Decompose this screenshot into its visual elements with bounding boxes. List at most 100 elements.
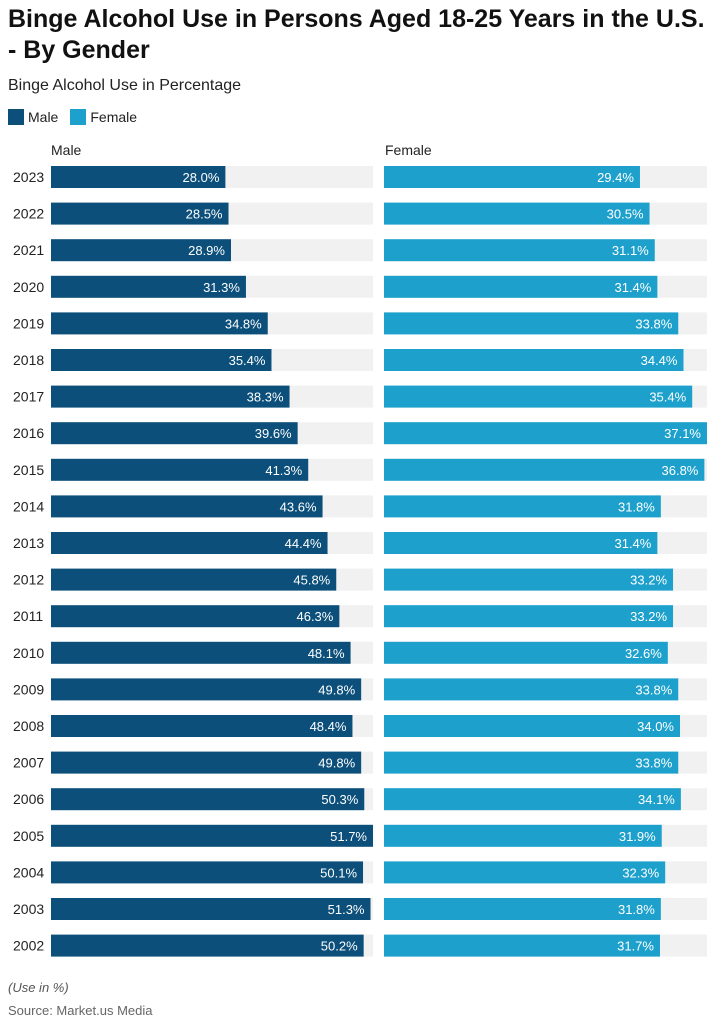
male-value-label: 28.0% [183, 170, 220, 185]
year-label: 2023 [13, 169, 44, 185]
female-bar-track [384, 166, 707, 188]
female-value-label: 37.1% [664, 426, 701, 441]
female-bar [384, 239, 655, 262]
male-bar-track [51, 898, 373, 920]
female-bar [384, 934, 660, 957]
female-bar [384, 385, 693, 408]
male-bar-track [51, 751, 373, 774]
female-bar-track [384, 532, 707, 554]
male-value-label: 35.4% [229, 353, 266, 368]
male-bar [51, 641, 351, 664]
male-bar [51, 458, 309, 481]
female-panel-header: Female [385, 142, 432, 158]
female-value-label: 31.4% [614, 536, 651, 551]
female-value-label: 31.4% [614, 280, 651, 295]
year-label: 2009 [13, 681, 44, 697]
legend-swatch-female [70, 109, 87, 125]
chart-subtitle: Binge Alcohol Use in Percentage [8, 77, 242, 94]
chart-title: Binge Alcohol Use in Persons Aged 18-25 … [8, 5, 705, 64]
male-bar [51, 202, 229, 225]
female-bar [384, 202, 650, 225]
male-bar [51, 166, 226, 188]
male-value-label: 51.3% [328, 902, 365, 917]
year-label: 2018 [13, 352, 44, 368]
male-value-label: 34.8% [225, 316, 262, 331]
male-bar [51, 349, 272, 371]
female-value-label: 32.3% [622, 865, 659, 880]
female-bar [384, 166, 640, 188]
female-bar [384, 495, 661, 518]
male-bar [51, 788, 365, 811]
male-value-label: 49.8% [318, 682, 355, 697]
male-value-label: 28.5% [186, 207, 223, 222]
male-value-label: 51.7% [330, 829, 367, 844]
male-value-label: 31.3% [203, 280, 240, 295]
female-value-label: 34.4% [641, 353, 678, 368]
year-label: 2014 [13, 498, 44, 514]
year-label: 2019 [13, 315, 44, 331]
male-bar-track [51, 349, 373, 371]
male-value-label: 44.4% [285, 536, 322, 551]
year-label: 2004 [13, 864, 44, 880]
female-value-label: 31.1% [612, 243, 649, 258]
female-bar [384, 458, 705, 481]
female-bar [384, 824, 662, 847]
female-bar-track [384, 715, 707, 737]
male-bar-track [51, 458, 373, 481]
male-value-label: 48.4% [310, 719, 347, 734]
female-value-label: 34.0% [637, 719, 674, 734]
female-bar-track [384, 385, 707, 408]
male-value-label: 46.3% [296, 609, 333, 624]
male-bar [51, 715, 353, 737]
male-bar-track [51, 202, 373, 225]
male-bar-track [51, 715, 373, 737]
female-value-label: 31.8% [618, 902, 655, 917]
male-bar-track [51, 275, 373, 298]
female-bar [384, 898, 661, 920]
male-value-label: 50.2% [321, 939, 358, 954]
year-label: 2006 [13, 791, 44, 807]
female-bar [384, 605, 674, 628]
male-bar-track [51, 385, 373, 408]
year-label: 2015 [13, 462, 44, 478]
male-bar [51, 934, 364, 957]
male-value-label: 41.3% [265, 463, 302, 478]
male-bar [51, 678, 362, 701]
year-label: 2020 [13, 279, 44, 295]
female-value-label: 33.2% [630, 609, 667, 624]
male-bar-track [51, 641, 373, 664]
male-bar [51, 824, 373, 847]
male-bar-track [51, 239, 373, 262]
year-label: 2003 [13, 901, 44, 917]
male-value-label: 28.9% [188, 243, 225, 258]
male-bar-track [51, 678, 373, 701]
female-value-label: 29.4% [597, 170, 634, 185]
female-bar [384, 715, 681, 737]
female-bar-track [384, 824, 707, 847]
female-bar-track [384, 312, 707, 335]
female-bar-track [384, 788, 707, 811]
male-bar [51, 861, 364, 884]
female-bar [384, 532, 658, 554]
male-bar [51, 275, 246, 298]
male-bar-track [51, 568, 373, 591]
female-bar-track [384, 568, 707, 591]
female-bar [384, 312, 679, 335]
female-value-label: 31.7% [617, 939, 654, 954]
male-bar-track [51, 824, 373, 847]
male-value-label: 50.1% [320, 865, 357, 880]
female-value-label: 33.8% [635, 316, 672, 331]
female-bar-track [384, 458, 707, 481]
female-value-label: 33.8% [635, 682, 672, 697]
legend: Male Female [8, 109, 149, 125]
female-bar-track [384, 495, 707, 518]
female-bar-track [384, 605, 707, 628]
year-label: 2017 [13, 389, 44, 405]
male-bar [51, 495, 323, 518]
footnote: (Use in %) [8, 980, 69, 995]
male-panel-header: Male [51, 142, 82, 158]
legend-label-female: Female [90, 109, 138, 125]
female-bar-track [384, 898, 707, 920]
female-bar-track [384, 678, 707, 701]
year-label: 2012 [13, 572, 44, 588]
